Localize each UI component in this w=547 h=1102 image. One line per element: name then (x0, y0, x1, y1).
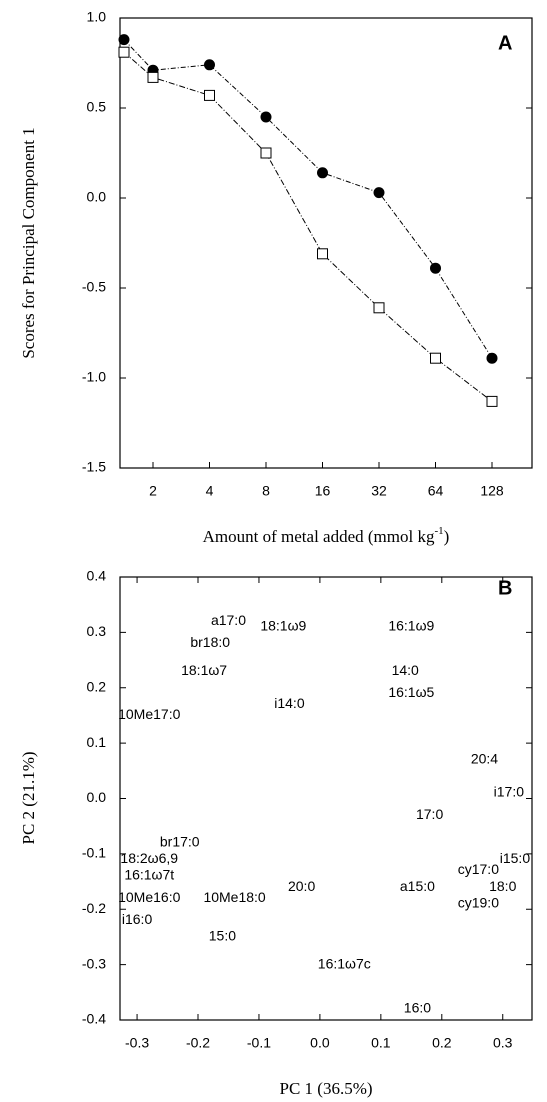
point-label: 18:1ω7 (181, 662, 227, 678)
x-axis-label-text: Amount of metal added (mmol kg (203, 527, 435, 546)
point-label: 14:0 (392, 662, 419, 678)
point-label: 10Me17:0 (118, 706, 180, 722)
y-tick-label: 0.2 (87, 678, 107, 694)
point-label: 16:0 (404, 1000, 431, 1016)
panel-label: B (498, 577, 512, 599)
point-label: 15:0 (209, 928, 236, 944)
x-axis-label: Amount of metal added (mmol kg-1) (203, 525, 450, 546)
x-tick-label: -0.1 (247, 1035, 271, 1051)
marker (204, 59, 215, 71)
y-tick-label: -1.5 (82, 459, 106, 475)
x-tick-label: -0.2 (186, 1035, 210, 1051)
x-tick-label: 2 (149, 483, 157, 499)
point-label: i17:0 (494, 784, 525, 800)
point-label: i14:0 (274, 695, 305, 711)
series-line (123, 39, 493, 359)
marker (118, 46, 130, 58)
marker (486, 352, 498, 364)
point-label: i16:0 (122, 911, 153, 927)
marker (373, 187, 385, 199)
frame-a (119, 17, 533, 469)
x-axis-label-superscript: -1 (434, 525, 443, 537)
x-tick-label: 0.3 (493, 1035, 513, 1051)
x-tick-label: 16 (315, 483, 331, 499)
marker (430, 352, 441, 364)
x-tick-label: 32 (371, 483, 387, 499)
y-tick-label: 0.4 (87, 568, 107, 584)
point-label: 18:0 (489, 878, 516, 894)
x-tick-label: 4 (206, 483, 214, 499)
point-label: 17:0 (416, 806, 443, 822)
point-label: cy17:0 (458, 861, 499, 877)
x-tick-label: 0.1 (371, 1035, 391, 1051)
point-label: 10Me16:0 (118, 889, 180, 905)
point-label: 18:2ω6,9 (120, 850, 178, 866)
x-tick-label: 0.0 (310, 1035, 330, 1051)
point-label: 16:1ω9 (388, 618, 434, 634)
marker (260, 111, 272, 123)
point-label: 20:0 (288, 878, 315, 894)
y-tick-label: -0.3 (82, 955, 106, 971)
x-tick-label: 0.2 (432, 1035, 452, 1051)
x-axis-label-end: ) (444, 527, 450, 546)
marker (260, 147, 272, 159)
marker (147, 71, 159, 83)
y-tick-label: 0.1 (87, 734, 107, 750)
x-tick-label: 8 (262, 483, 270, 499)
y-tick-label: -0.5 (82, 279, 106, 295)
y-tick-label: 1.0 (87, 9, 107, 25)
point-label: 16:1ω5 (388, 684, 434, 700)
point-label: 10Me18:0 (203, 889, 265, 905)
point-label: 16:1ω7c (318, 955, 371, 971)
y-tick-label: -1.0 (82, 369, 106, 385)
series-line (123, 51, 493, 402)
y-tick-label: -0.2 (82, 900, 106, 916)
y-tick-label: 0.0 (87, 189, 107, 205)
y-tick-label: 0.3 (87, 623, 107, 639)
x-tick-label: 64 (428, 483, 444, 499)
point-label: a15:0 (400, 878, 435, 894)
panel-label: A (498, 32, 512, 54)
point-label: br17:0 (160, 834, 200, 850)
y-tick-label: -0.4 (82, 1011, 106, 1027)
y-tick-label: 0.0 (87, 789, 107, 805)
point-label: br18:0 (190, 634, 230, 650)
marker (317, 248, 328, 260)
marker (486, 395, 498, 407)
point-label: cy19:0 (458, 894, 499, 910)
marker (373, 302, 385, 314)
point-label: 20:4 (471, 750, 498, 766)
marker (204, 89, 215, 101)
y-tick-label: 0.5 (87, 99, 107, 115)
x-tick-label: -0.3 (125, 1035, 149, 1051)
point-label: 16:1ω7t (124, 867, 174, 883)
marker (430, 262, 441, 274)
y-axis-label: PC 2 (21.1%) (19, 751, 38, 844)
x-tick-label: 128 (480, 483, 504, 499)
marker (317, 167, 328, 179)
point-label: a17:0 (211, 612, 246, 628)
point-label: i15:0 (500, 850, 531, 866)
x-axis-label: PC 1 (36.5%) (279, 1079, 372, 1098)
y-tick-label: -0.1 (82, 845, 106, 861)
marker (118, 34, 130, 46)
y-axis-label: Scores for Principal Component 1 (19, 127, 38, 358)
point-label: 18:1ω9 (260, 618, 306, 634)
frame-b (119, 576, 533, 1021)
